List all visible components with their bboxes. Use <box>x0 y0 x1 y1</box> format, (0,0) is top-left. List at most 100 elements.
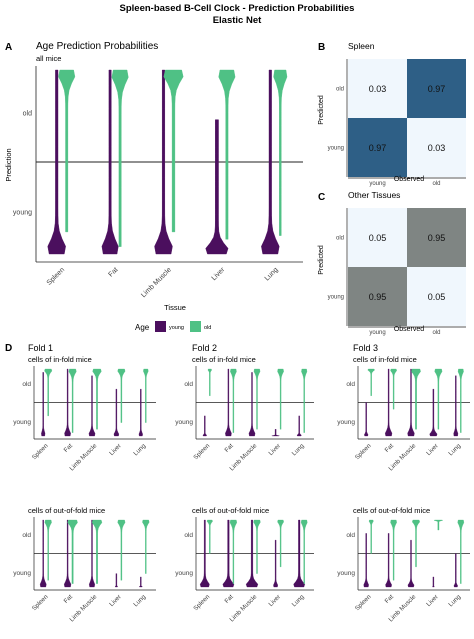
fold-1-out-of-fold-xtick-liver: Liver <box>108 593 123 608</box>
violin-old-fat <box>111 69 129 247</box>
fold-3-in-fold-violin-young-lung <box>453 375 459 437</box>
fold-1-in-fold-violin-old-spleen <box>44 368 53 417</box>
fold-2-in-fold-violin-old-liver <box>277 368 284 430</box>
panel-d: D Fold 1 Fold 2 Fold 3 cells of in-fold … <box>5 343 470 623</box>
fold-2-in-fold-violin-old-fat <box>230 368 237 433</box>
heatmap-b-xtick-0: young <box>369 181 385 187</box>
fold-1-title: Fold 1 <box>28 343 53 353</box>
fold-3-out-of-fold-ytick-old: old <box>346 532 355 539</box>
legend-label-old: old <box>204 325 211 331</box>
fold-1-out-of-fold-violin-old-limb-muscle <box>91 519 103 584</box>
fold-3-in-fold-xtick-lung: Lung <box>447 442 462 457</box>
panel-d-letter: D <box>5 343 12 354</box>
fold-1-out-of-fold-xtick-lung: Lung <box>132 593 147 608</box>
fold-1-out-of-fold-violin-young-fat <box>64 519 72 588</box>
fold-2-out-of-fold-xtick-lung: Lung <box>291 593 306 608</box>
fold-1-out-of-fold-violin-old-lung <box>142 519 150 574</box>
panel-a-title: Age Prediction Probabilities <box>36 41 158 52</box>
fold-3-out-of-fold-xtick-fat: Fat <box>384 593 396 605</box>
fold-1-out-of-fold-violin-young-lung <box>139 576 143 588</box>
heatmap-b-cell-1-0 <box>348 118 407 177</box>
fold-3-out-of-fold-violin-young-lung <box>453 553 458 588</box>
heatmap-b-value-0-1: 0.97 <box>428 84 446 94</box>
heatmap-c-value-0-1: 0.95 <box>428 233 446 243</box>
fold-1-in-fold-violin-old-liver <box>117 368 126 423</box>
heatmap-b-ytick-1: young <box>328 146 344 152</box>
panel-b-ylabel: Predicted <box>318 95 325 125</box>
violin-young-lung <box>261 69 280 255</box>
panel-c-title: Other Tissues <box>348 190 400 200</box>
fold-3-in-fold-violin-young-spleen <box>364 402 369 437</box>
heatmap-b-value-0-0: 0.03 <box>369 84 387 94</box>
heatmap-b-value-1-0: 0.97 <box>369 143 387 153</box>
heatmap-c-cell-1-1 <box>407 267 466 326</box>
panel-a-xlabel: Tissue <box>164 303 186 312</box>
fold-1-out-of-fold-violin-old-liver <box>117 519 126 581</box>
heatmap-b-value-1-1: 0.03 <box>428 143 446 153</box>
panel-a-xtick-limb-muscle: Limb Muscle <box>140 266 173 299</box>
violin-young-spleen <box>47 69 66 255</box>
fold-1-in-fold-xtick-liver: Liver <box>108 442 123 457</box>
fold-1-out-of-fold-violin-young-spleen <box>39 519 47 588</box>
panel-b-letter: B <box>318 42 325 53</box>
fold-3-out-of-fold-xtick-liver: Liver <box>425 593 440 608</box>
fold-1-out-of-fold-xtick-spleen: Spleen <box>31 593 50 612</box>
panel-a-xtick-fat: Fat <box>107 266 119 278</box>
panel-a-ytick-old: old <box>23 110 32 117</box>
fold-3-out-label: cells of out-of-fold mice <box>353 506 430 515</box>
heatmap-c-xtick-1: old <box>432 330 440 336</box>
legend-label-young: young <box>169 325 184 331</box>
violin-young-fat <box>101 69 119 255</box>
panel-a: A Age Prediction Probabilities all mice … <box>4 41 303 312</box>
fold-3-out-of-fold-violin-old-limb-muscle <box>412 519 420 568</box>
fold-3-in-fold-ytick-young: young <box>337 419 355 426</box>
panel-b: B Spleen 0.03 0.97 0.97 0.03 old young young ol… <box>318 41 466 187</box>
panel-b-xlabel: Observed <box>394 176 424 183</box>
heatmap-b-xtick-1: old <box>432 181 440 187</box>
fold-2-in-fold-xtick-fat: Fat <box>223 442 235 454</box>
fold-1-out-of-fold-violin-young-limb-muscle <box>89 519 95 588</box>
panel-c: C Other Tissues 0.05 0.95 0.95 0.05 old young… <box>318 190 466 336</box>
fold-2-in-fold-xtick-liver: Liver <box>267 442 282 457</box>
fold-1-in-fold-violin-old-limb-muscle <box>92 368 102 430</box>
violin-old-spleen <box>58 69 76 233</box>
fold-3-title: Fold 3 <box>353 343 378 353</box>
panel-a-xtick-spleen: Spleen <box>46 266 66 286</box>
panel-c-plot: 0.05 0.95 0.95 0.05 old young young old <box>328 208 466 336</box>
fold-3-out-of-fold-xtick-spleen: Spleen <box>354 593 373 612</box>
fold-2-out-of-fold-violin-young-spleen <box>199 519 210 588</box>
fold-2-out-label: cells of out-of-fold mice <box>192 506 269 515</box>
heatmap-c-cell-0-1 <box>407 208 466 267</box>
fold-3-in-fold-violin-young-limb-muscle <box>407 368 415 437</box>
fold-3-out-of-fold-violin-young-liver <box>432 576 435 588</box>
fold-2-out-of-fold-xtick-spleen: Spleen <box>192 593 211 612</box>
fold-3-in-fold-violin-old-spleen <box>367 368 375 396</box>
fold-3-in-fold-xtick-liver: Liver <box>425 442 440 457</box>
fold-2-in-fold-ytick-old: old <box>184 381 193 388</box>
fold-2-in-fold-ytick-young: young <box>175 419 193 426</box>
legend: Age young old <box>135 321 211 332</box>
fold-1-in-fold-xtick-spleen: Spleen <box>31 442 50 461</box>
fold-1-out-of-fold-ytick-old: old <box>22 532 31 539</box>
panel-a-xtick-lung: Lung <box>264 266 280 282</box>
fold-1-out-of-fold-violin-old-spleen <box>44 519 52 581</box>
fold-2-out-of-fold-violin-young-lung <box>293 519 305 588</box>
fold-1-in-label: cells of in-fold mice <box>28 355 92 364</box>
fold-2-out-of-fold-violin-old-fat <box>229 519 237 584</box>
fold-2-out-of-fold-violin-young-fat <box>222 519 235 588</box>
heatmap-c-cell-0-0 <box>348 208 407 267</box>
fold-3-out-of-fold-xtick-lung: Lung <box>447 593 462 608</box>
fold-2-in-fold-violin-old-spleen <box>207 368 212 396</box>
fold-2-out-of-fold-ytick-old: old <box>184 532 193 539</box>
fold-1-in-fold-violin-young-spleen <box>41 372 46 437</box>
fold-1-out-of-fold-ytick-young: young <box>13 570 31 577</box>
panel-a-letter: A <box>5 42 12 53</box>
fold-3-out-of-fold-violin-old-liver <box>433 519 444 531</box>
fold-2-in-fold-xtick-spleen: Spleen <box>192 442 211 461</box>
fold-2-in-fold-violin-young-lung <box>296 415 302 437</box>
fold-2-in-fold-violin-young-spleen <box>202 415 207 437</box>
fold-2-in-fold-violin-young-limb-muscle <box>248 372 256 437</box>
panel-c-letter: C <box>318 192 325 203</box>
legend-swatch-old <box>190 321 201 332</box>
